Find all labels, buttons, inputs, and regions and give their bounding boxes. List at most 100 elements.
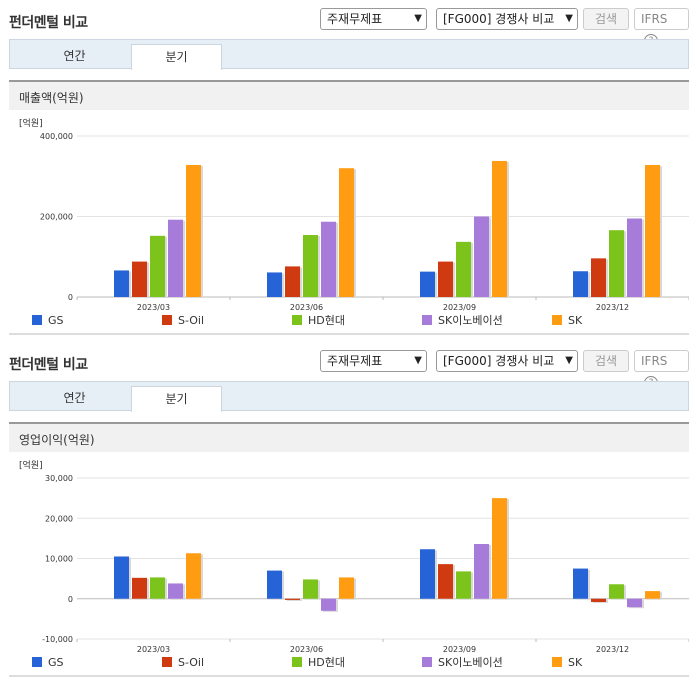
legend-item[interactable]: S-Oil [162, 314, 204, 328]
legend-item[interactable]: S-Oil [162, 656, 204, 670]
legend-item[interactable]: HD현대 [292, 656, 345, 670]
bar-shadow [287, 599, 302, 601]
search-button[interactable]: 검색 [583, 350, 629, 372]
chart-legend: GS S-Oil HD현대 SK이노베이션 SK [9, 655, 689, 677]
legend-item[interactable]: SK이노베이션 [422, 656, 503, 670]
statement-select[interactable]: 주재무제표 ▼ [320, 350, 427, 372]
bar [168, 219, 183, 297]
section-header: 펀더멘털 비교 주재무제표 ▼ [FG000] 경쟁사 비교 ▼ 검색 IFRS… [0, 342, 696, 390]
y-tick-label: 0 [68, 595, 73, 604]
bar [114, 556, 129, 599]
legend-swatch [162, 657, 172, 667]
tab-annual[interactable]: 연간 [63, 49, 86, 63]
bar [321, 221, 336, 297]
statement-select-value: 주재무제표 [327, 354, 383, 368]
bar [627, 598, 642, 608]
legend-swatch [552, 657, 562, 667]
y-tick-label: 30,000 [45, 474, 73, 483]
search-button[interactable]: 검색 [583, 8, 629, 30]
section-header: 펀더멘털 비교 주재무제표 ▼ [FG000] 경쟁사 비교 ▼ 검색 IFRS… [0, 0, 696, 48]
legend-item[interactable]: SK [552, 656, 582, 670]
bar [645, 591, 660, 599]
tab-annual[interactable]: 연간 [63, 391, 86, 405]
fundamental-section-1: 펀더멘털 비교 주재무제표 ▼ [FG000] 경쟁사 비교 ▼ 검색 IFRS… [0, 0, 696, 335]
bar [285, 266, 300, 297]
legend-item[interactable]: GS [32, 314, 64, 328]
bar [420, 549, 435, 599]
legend-label: GS [48, 656, 64, 669]
legend-label: SK이노베이션 [438, 314, 503, 327]
peer-select-value: [FG000] 경쟁사 비교 [443, 354, 555, 368]
bar [150, 577, 165, 599]
bar [303, 235, 318, 297]
bar [573, 568, 588, 599]
bar [132, 577, 147, 599]
bar [609, 230, 624, 297]
legend-swatch [422, 315, 432, 325]
x-tick-label: 2023/12 [596, 645, 629, 654]
legend-item[interactable]: SK이노베이션 [422, 314, 503, 328]
chart-panel-header: 영업이익(억원) [9, 422, 689, 452]
y-tick-label: 400,000 [40, 132, 73, 141]
peer-select-value: [FG000] 경쟁사 비교 [443, 12, 555, 26]
legend-item[interactable]: HD현대 [292, 314, 345, 328]
ifrs-button[interactable]: IFRS ? [634, 350, 689, 390]
bar [492, 498, 507, 599]
tab-quarterly[interactable]: 분기 [131, 386, 222, 412]
legend-label: HD현대 [308, 656, 345, 669]
bar [609, 584, 624, 599]
peer-select[interactable]: [FG000] 경쟁사 비교 ▼ [436, 8, 578, 30]
y-tick-label: 10,000 [45, 555, 73, 564]
fundamental-section-2: 펀더멘털 비교 주재무제표 ▼ [FG000] 경쟁사 비교 ▼ 검색 IFRS… [0, 342, 696, 677]
ifrs-label: IFRS [641, 354, 668, 368]
legend-swatch [552, 315, 562, 325]
statement-select-value: 주재무제표 [327, 12, 383, 26]
ifrs-button[interactable]: IFRS ? [634, 8, 689, 48]
bar [492, 160, 507, 297]
chevron-down-icon: ▼ [565, 13, 573, 24]
bar [132, 261, 147, 297]
period-tabs: 연간 분기 [9, 39, 689, 70]
bar [573, 271, 588, 297]
legend-swatch [292, 657, 302, 667]
x-tick-label: 2023/03 [137, 303, 170, 312]
chart-panel-header: 매출액(억원) [9, 80, 689, 110]
legend-swatch [422, 657, 432, 667]
section-title: 펀더멘털 비교 [9, 357, 88, 373]
peer-select[interactable]: [FG000] 경쟁사 비교 ▼ [436, 350, 578, 372]
legend-label: SK [568, 656, 583, 669]
legend-label: SK [568, 314, 583, 327]
bar [267, 570, 282, 599]
x-tick-label: 2023/03 [137, 645, 170, 654]
legend-swatch [292, 315, 302, 325]
bar [627, 218, 642, 297]
legend-label: HD현대 [308, 314, 345, 327]
bar [474, 216, 489, 297]
legend-label: S-Oil [178, 314, 205, 327]
chart-title: 매출액(억원) [19, 91, 84, 105]
ifrs-label: IFRS [641, 12, 668, 26]
bar [186, 553, 201, 599]
bar [645, 164, 660, 297]
tab-quarterly[interactable]: 분기 [131, 44, 222, 70]
legend-swatch [32, 315, 42, 325]
x-tick-label: 2023/06 [290, 645, 323, 654]
section-title: 펀더멘털 비교 [9, 15, 88, 31]
bar [321, 598, 336, 611]
legend-label: SK이노베이션 [438, 656, 503, 669]
x-tick-label: 2023/09 [443, 645, 476, 654]
statement-select[interactable]: 주재무제표 ▼ [320, 8, 427, 30]
bar [438, 564, 453, 599]
bar [339, 577, 354, 599]
bar [456, 241, 471, 297]
x-tick-label: 2023/09 [443, 303, 476, 312]
chevron-down-icon: ▼ [414, 13, 422, 24]
bar [591, 598, 606, 602]
bar [168, 583, 183, 599]
period-tabs: 연간 분기 [9, 381, 689, 412]
legend-item[interactable]: GS [32, 656, 64, 670]
legend-item[interactable]: SK [552, 314, 582, 328]
bar [150, 235, 165, 297]
bar [438, 261, 453, 297]
revenue-chart: [억원] 0 200,000 400,000 2023/03 2023/06 2023/09… [19, 117, 689, 312]
